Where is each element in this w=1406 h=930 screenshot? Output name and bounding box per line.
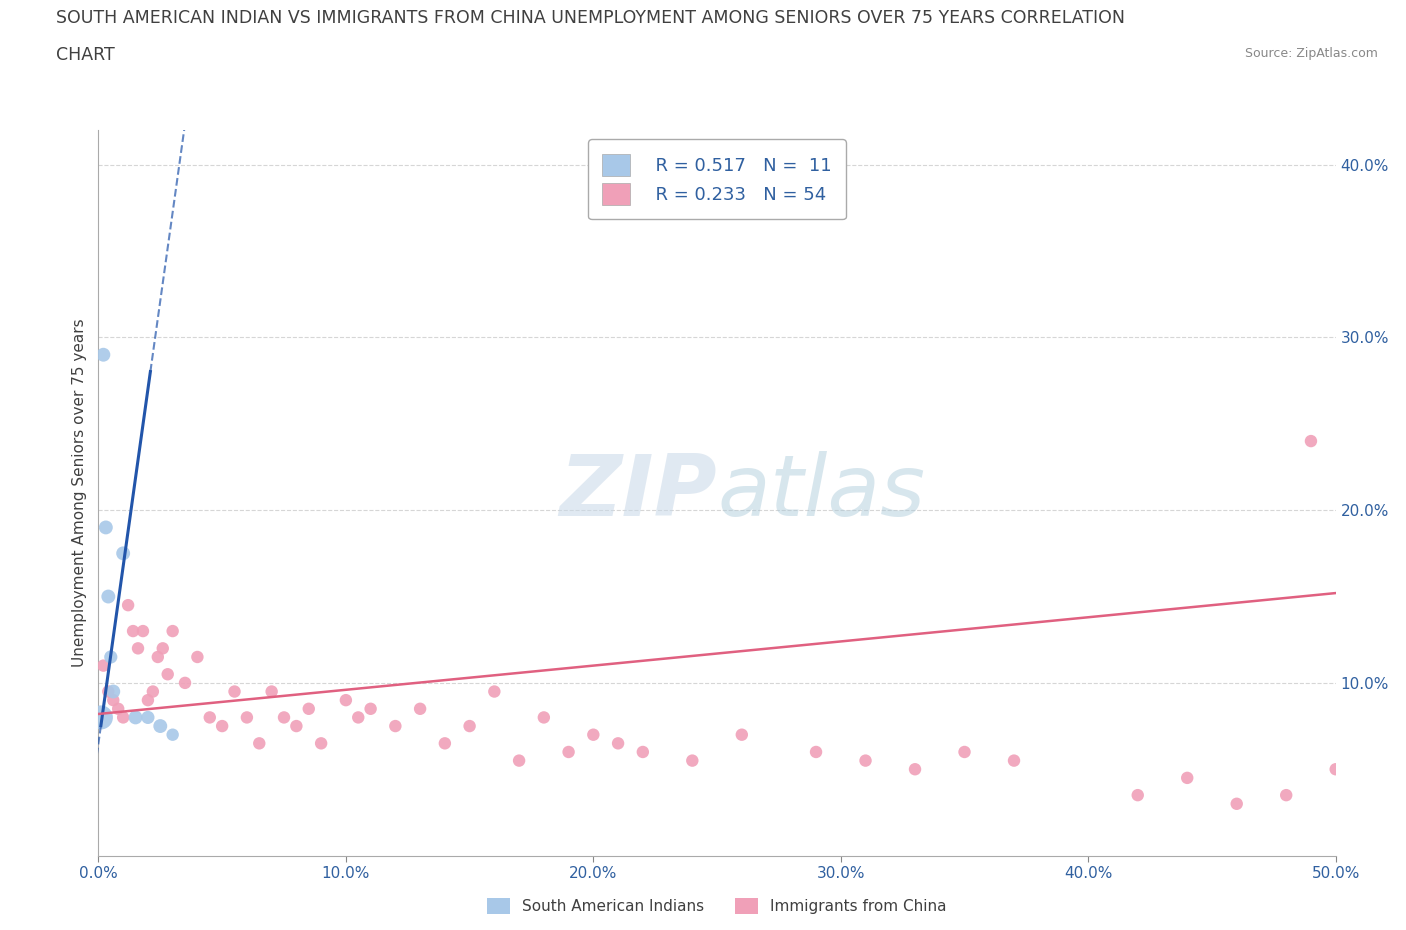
- Point: [107, 701, 129, 716]
- Point: [186, 649, 208, 664]
- Point: [152, 641, 174, 656]
- Point: [100, 649, 122, 664]
- Point: [146, 649, 169, 664]
- Point: [904, 762, 927, 777]
- Point: [731, 727, 754, 742]
- Y-axis label: Unemployment Among Seniors over 75 years: Unemployment Among Seniors over 75 years: [72, 319, 87, 667]
- Point: [1002, 753, 1025, 768]
- Point: [533, 710, 555, 724]
- Point: [124, 710, 146, 724]
- Point: [631, 745, 654, 760]
- Point: [309, 736, 332, 751]
- Point: [162, 727, 184, 742]
- Point: [298, 701, 321, 716]
- Point: [93, 658, 115, 673]
- Point: [273, 710, 295, 724]
- Point: [174, 675, 197, 690]
- Text: SOUTH AMERICAN INDIAN VS IMMIGRANTS FROM CHINA UNEMPLOYMENT AMONG SENIORS OVER 7: SOUTH AMERICAN INDIAN VS IMMIGRANTS FROM…: [56, 9, 1125, 27]
- Point: [122, 624, 145, 639]
- Point: [247, 736, 270, 751]
- Text: atlas: atlas: [717, 451, 925, 535]
- Point: [1226, 796, 1249, 811]
- Point: [127, 641, 149, 656]
- Point: [1175, 770, 1198, 785]
- Point: [211, 719, 233, 734]
- Point: [94, 520, 117, 535]
- Point: [132, 624, 155, 639]
- Legend: South American Indians, Immigrants from China: South American Indians, Immigrants from …: [481, 892, 953, 921]
- Point: [97, 589, 120, 604]
- Point: [1299, 433, 1322, 448]
- Point: [433, 736, 456, 751]
- Point: [953, 745, 976, 760]
- Point: [97, 684, 120, 699]
- Point: [149, 719, 172, 734]
- Point: [458, 719, 481, 734]
- Point: [103, 684, 125, 699]
- Point: [112, 710, 135, 724]
- Point: [409, 701, 432, 716]
- Point: [236, 710, 259, 724]
- Point: [557, 745, 579, 760]
- Point: [103, 693, 125, 708]
- Point: [156, 667, 179, 682]
- Point: [582, 727, 605, 742]
- Point: [260, 684, 283, 699]
- Point: [117, 598, 139, 613]
- Point: [93, 347, 115, 362]
- Point: [508, 753, 530, 768]
- Point: [142, 684, 165, 699]
- Point: [384, 719, 406, 734]
- Point: [1324, 762, 1347, 777]
- Point: [136, 710, 159, 724]
- Point: [1126, 788, 1149, 803]
- Point: [224, 684, 246, 699]
- Point: [347, 710, 370, 724]
- Point: [607, 736, 630, 751]
- Text: Source: ZipAtlas.com: Source: ZipAtlas.com: [1244, 46, 1378, 60]
- Text: ZIP: ZIP: [560, 451, 717, 535]
- Point: [162, 624, 184, 639]
- Point: [804, 745, 827, 760]
- Point: [136, 693, 159, 708]
- Point: [855, 753, 877, 768]
- Point: [335, 693, 357, 708]
- Point: [285, 719, 308, 734]
- Point: [90, 710, 112, 724]
- Point: [484, 684, 506, 699]
- Point: [112, 546, 135, 561]
- Point: [198, 710, 221, 724]
- Point: [360, 701, 382, 716]
- Text: CHART: CHART: [56, 46, 115, 64]
- Point: [681, 753, 703, 768]
- Point: [1275, 788, 1298, 803]
